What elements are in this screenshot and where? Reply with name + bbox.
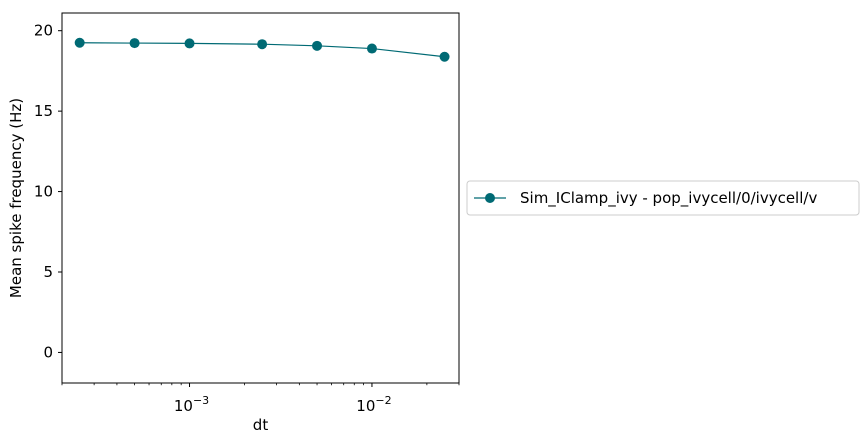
data-point — [74, 37, 85, 48]
series-layer — [74, 37, 450, 62]
y-axis-label: Mean spike frequency (Hz) — [7, 98, 25, 298]
legend-label: Sim_IClamp_ivy - pop_ivycell/0/ivycell/v — [520, 189, 817, 208]
legend: Sim_IClamp_ivy - pop_ivycell/0/ivycell/v — [466, 180, 860, 216]
x-axis: 10−3 10−2 — [61, 383, 460, 415]
axes-frame — [61, 12, 460, 384]
y-tick-label: 5 — [43, 263, 53, 281]
data-point — [439, 51, 450, 62]
y-tick-label: 15 — [34, 102, 53, 120]
data-point — [184, 38, 195, 49]
data-point — [312, 40, 323, 51]
data-point — [129, 38, 140, 49]
plot-area — [61, 12, 460, 384]
legend-marker — [485, 193, 495, 203]
y-tick-label: 0 — [43, 343, 53, 361]
data-point — [366, 43, 377, 54]
y-tick-label: 10 — [34, 183, 53, 201]
y-axis: 0 5 10 15 20 — [34, 22, 62, 361]
x-axis-label: dt — [253, 416, 269, 434]
data-point — [257, 39, 268, 50]
y-tick-label: 20 — [34, 22, 53, 40]
x-tick-label: 10−2 — [356, 394, 391, 415]
legend-box — [466, 180, 860, 216]
x-tick-label: 10−3 — [174, 394, 209, 415]
